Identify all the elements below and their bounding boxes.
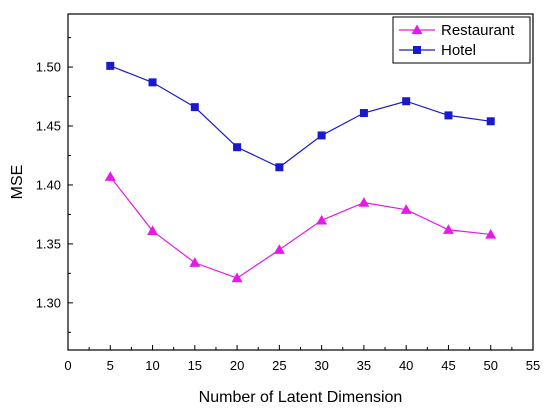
- hotel-point: [275, 163, 284, 172]
- x-tick-label: 45: [441, 358, 455, 373]
- hotel-point: [233, 143, 242, 152]
- legend-item-hotel: Hotel: [399, 42, 476, 59]
- hotel-line: [110, 65, 491, 168]
- hotel-point: [317, 131, 326, 140]
- x-tick-label: 50: [483, 358, 497, 373]
- y-axis-title: MSE: [9, 165, 26, 200]
- y-tick-label: 1.35: [36, 236, 61, 251]
- x-tick-label: 35: [357, 358, 371, 373]
- legend-marker-hotel: [413, 46, 421, 54]
- x-tick-label: 25: [272, 358, 286, 373]
- plot-area-border: [67, 13, 534, 351]
- x-tick-label: 30: [314, 358, 328, 373]
- restaurant-point: [316, 214, 328, 225]
- x-axis: 0 5 10 15 20 25 30 35 40 45 50 55: [64, 345, 540, 373]
- hotel-point: [486, 117, 495, 126]
- legend-box: [392, 16, 531, 64]
- legend-item-restaurant: Restaurant: [399, 22, 515, 39]
- legend-label-restaurant: Restaurant: [441, 22, 515, 39]
- y-tick-label: 1.40: [36, 177, 61, 192]
- plot-frame: [67, 13, 534, 351]
- restaurant-series: [104, 171, 497, 283]
- hotel-series: [106, 61, 495, 172]
- y-tick-label: 1.45: [36, 119, 61, 134]
- restaurant-line: [109, 176, 491, 279]
- y-tick-label: 1.50: [36, 60, 61, 75]
- hotel-point: [359, 109, 368, 118]
- legend-marker-restaurant: [411, 24, 423, 35]
- restaurant-point: [273, 244, 285, 254]
- restaurant-point: [231, 272, 243, 283]
- restaurant-point: [147, 225, 159, 236]
- x-tick-label: 40: [399, 358, 413, 373]
- x-tick-label: 55: [526, 358, 540, 373]
- x-tick-label: 15: [188, 358, 202, 373]
- x-tick-label: 5: [107, 358, 114, 373]
- x-axis-title: Number of Latent Dimension: [199, 389, 403, 406]
- restaurant-point: [104, 171, 116, 181]
- hotel-point: [402, 97, 411, 106]
- restaurant-point: [400, 204, 412, 214]
- y-axis: 1.30 1.35 1.40 1.45 1.50: [36, 37, 73, 333]
- restaurant-point: [485, 228, 497, 239]
- restaurant-point: [442, 224, 454, 234]
- hotel-point: [190, 103, 199, 112]
- restaurant-point: [358, 197, 370, 207]
- x-tick-label: 10: [145, 358, 159, 373]
- restaurant-point: [189, 257, 201, 267]
- series-layer: [104, 61, 497, 283]
- x-tick-label: 20: [230, 358, 244, 373]
- hotel-point: [148, 78, 157, 87]
- x-tick-label: 0: [64, 358, 71, 373]
- hotel-point: [106, 61, 115, 70]
- legend: Restaurant Hotel: [392, 16, 531, 64]
- hotel-point: [444, 111, 453, 120]
- legend-label-hotel: Hotel: [441, 42, 476, 59]
- y-tick-label: 1.30: [36, 295, 61, 310]
